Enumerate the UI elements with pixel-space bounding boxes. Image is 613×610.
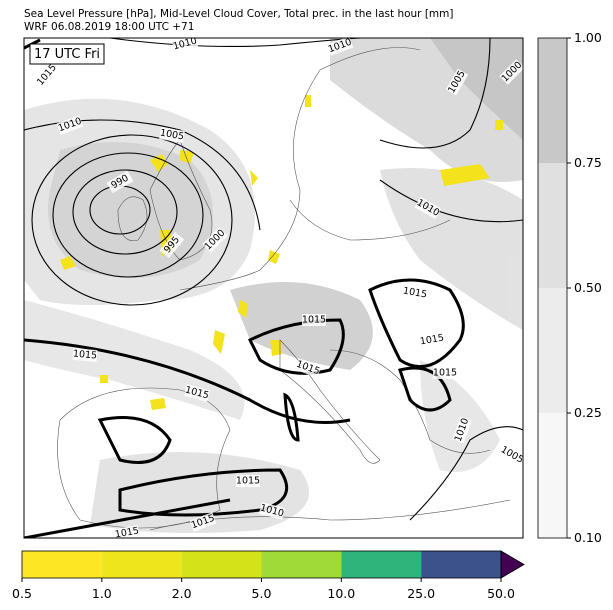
time-label: 17 UTC Fri (34, 47, 100, 62)
colorbar-tick-label: 10.0 (327, 586, 355, 601)
isobar-label-bg (419, 332, 445, 348)
colorbar-tick-label: 1.0 (92, 586, 112, 601)
title-line-2: WRF 06.08.2019 18:00 UTC +71 (24, 21, 194, 33)
colorbar-tick-label: 0.50 (574, 280, 602, 295)
isobar-label-bg (294, 358, 322, 378)
isobar-label: 1015 (114, 525, 140, 540)
isobar-label-bg (183, 384, 211, 402)
isobars (24, 38, 523, 521)
isobar-label-bg (414, 196, 442, 220)
isobars-1015 (24, 38, 465, 538)
isobar-label: 1015 (402, 285, 428, 300)
isobar-label-bg (445, 68, 469, 96)
isobar-label: 1005 (159, 127, 185, 142)
isobar-label-bg (498, 443, 523, 467)
colorbar-tick-label: 0.25 (574, 405, 602, 420)
colorbar-segment (181, 551, 262, 578)
time-box (29, 43, 105, 65)
colorbar-segment (261, 551, 342, 578)
isobar-label: 1015 (302, 315, 326, 326)
isobar-label-bg (202, 227, 228, 253)
isobar-label: 1015 (433, 368, 457, 379)
colorbar-tick-label: 0.75 (574, 155, 602, 170)
colorbar-segment (538, 413, 567, 538)
isobar-label-bg (236, 475, 260, 487)
isobar-label-bg (302, 314, 326, 326)
isobar-label-bg (258, 502, 286, 520)
isobar-label-bg (114, 525, 140, 538)
isobar-label-bg (433, 367, 457, 379)
isobar-label-bg (34, 61, 60, 89)
isobar-label-bg (402, 285, 428, 301)
colorbar-tick-label: 2.0 (172, 586, 192, 601)
colorbar-segment (101, 551, 182, 578)
colorbar-segment (421, 551, 501, 578)
isobar-label-bg (189, 512, 217, 532)
colorbar-extend (500, 550, 525, 579)
isobar-label-bg (326, 38, 354, 56)
colorbar-tick-label: 25.0 (407, 586, 435, 601)
colorbar-segment (341, 551, 422, 578)
colorbar-segment (538, 288, 567, 413)
isobar-label-bg (171, 38, 199, 53)
isobar-label-bg (159, 231, 185, 259)
precip-colorbar: 0.5 1.0 2.0 5.0 10.0 25.0 50.0 (12, 550, 525, 601)
isobar-label-bg (159, 127, 185, 143)
isobar-label-bg (72, 347, 98, 363)
colorbar-tick-label: 0.5 (12, 586, 32, 601)
colorbar-segment (538, 163, 567, 288)
isobar-label: 1015 (72, 348, 97, 361)
isobar-label-bg (499, 59, 523, 85)
isobar-label-bg (56, 115, 84, 135)
colorbar-tick-label: 50.0 (487, 586, 515, 601)
isobar-label-bg (106, 170, 134, 194)
cloud-colorbar: 0.10 0.25 0.50 0.75 1.00 (537, 30, 602, 545)
isobar-label: 1015 (419, 332, 445, 347)
isobar-label: 1015 (236, 476, 260, 487)
colorbar-segment (22, 551, 102, 578)
colorbar-tick-label: 5.0 (252, 586, 272, 601)
colorbar-tick-label: 0.10 (574, 530, 602, 545)
colorbar-tick-label: 1.00 (574, 30, 602, 45)
colorbar-segment (538, 38, 567, 163)
isobar-label-bg (452, 416, 472, 444)
map-frame (23, 37, 524, 539)
title-line-1: Sea Level Pressure [hPa], Mid-Level Clou… (24, 8, 454, 20)
